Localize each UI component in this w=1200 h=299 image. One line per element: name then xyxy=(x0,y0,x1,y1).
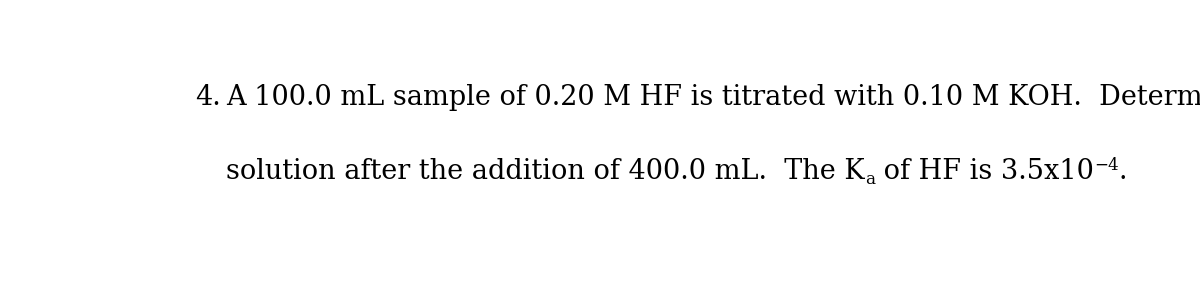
Text: A 100.0 mL sample of 0.20 M HF is titrated with 0.10 M KOH.  Determine the pH of: A 100.0 mL sample of 0.20 M HF is titrat… xyxy=(227,84,1200,111)
Text: .: . xyxy=(1118,158,1127,184)
Text: −4: −4 xyxy=(1094,157,1118,174)
Text: of HF is 3.5x10: of HF is 3.5x10 xyxy=(875,158,1094,184)
Text: 4.: 4. xyxy=(194,84,221,111)
Text: solution after the addition of 400.0 mL.  The K: solution after the addition of 400.0 mL.… xyxy=(227,158,865,184)
Text: a: a xyxy=(865,171,875,188)
